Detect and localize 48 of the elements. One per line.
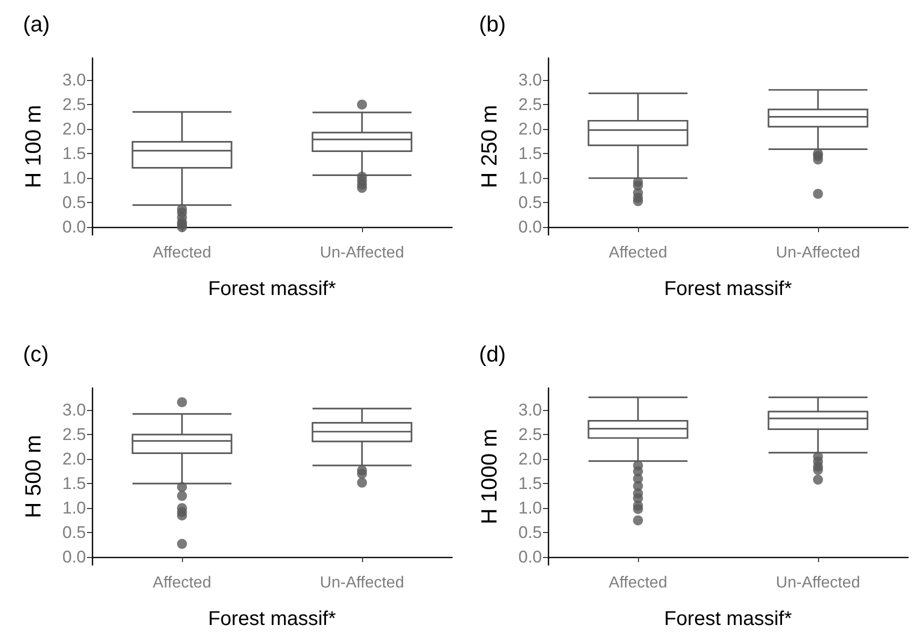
y-tick-label: 0.5: [62, 523, 86, 542]
y-tick-label: 1.0: [518, 498, 542, 518]
y-tick-label: 3.0: [518, 70, 542, 90]
y-tick-label: 1.5: [518, 474, 542, 494]
x-axis-title: Forest massif*: [208, 278, 336, 300]
y-tick-label: 0.0: [62, 218, 86, 237]
y-tick-label: 0.0: [518, 218, 542, 237]
y-tick-label: 1.0: [62, 498, 86, 518]
y-tick-label: 0.0: [62, 548, 86, 567]
x-axis-title: Forest massif*: [664, 278, 792, 300]
y-tick-label: 0.5: [518, 523, 542, 542]
y-axis-title: H 500 m: [20, 434, 46, 518]
y-axis-title: H 100 m: [20, 104, 46, 188]
y-tick-label: 1.0: [518, 168, 542, 188]
y-tick-label: 2.5: [518, 95, 542, 114]
y-tick-label: 2.5: [62, 425, 86, 444]
chart-title: (a): [23, 12, 50, 36]
x-tick-label: Affected: [152, 244, 212, 262]
chart-title: (d): [479, 342, 506, 366]
y-tick-label: 2.5: [62, 95, 86, 114]
y-tick-label: 2.0: [62, 450, 86, 469]
y-tick-label: 2.0: [518, 120, 542, 139]
y-tick-label: 0.0: [518, 548, 542, 567]
y-tick-label: 3.0: [62, 70, 86, 90]
x-tick-label: Affected: [152, 574, 212, 592]
y-tick-label: 3.0: [518, 400, 542, 420]
y-tick-label: 2.5: [518, 425, 542, 444]
x-tick-label: Un-Affected: [776, 574, 860, 592]
chart-title: (b): [479, 12, 506, 36]
y-tick-label: 2.0: [62, 120, 86, 139]
x-tick-label: Un-Affected: [776, 244, 860, 262]
y-axis-title: H 250 m: [476, 104, 502, 188]
x-tick-label: Affected: [608, 244, 668, 262]
x-axis-title: Forest massif*: [664, 608, 792, 630]
chart-title: (c): [23, 342, 49, 366]
y-tick-label: 1.5: [62, 474, 86, 494]
y-tick-label: 1.5: [518, 144, 542, 164]
y-axis-title: H 1000 m: [476, 428, 502, 524]
x-tick-label: Affected: [608, 574, 668, 592]
y-tick-label: 1.5: [62, 144, 86, 164]
y-tick-label: 2.0: [518, 450, 542, 469]
y-tick-label: 1.0: [62, 168, 86, 188]
y-tick-label: 0.5: [62, 193, 86, 212]
x-axis-title: Forest massif*: [208, 608, 336, 630]
y-tick-label: 3.0: [62, 400, 86, 420]
x-tick-label: Un-Affected: [320, 574, 404, 592]
x-tick-label: Un-Affected: [320, 244, 404, 262]
y-tick-label: 0.5: [518, 193, 542, 212]
